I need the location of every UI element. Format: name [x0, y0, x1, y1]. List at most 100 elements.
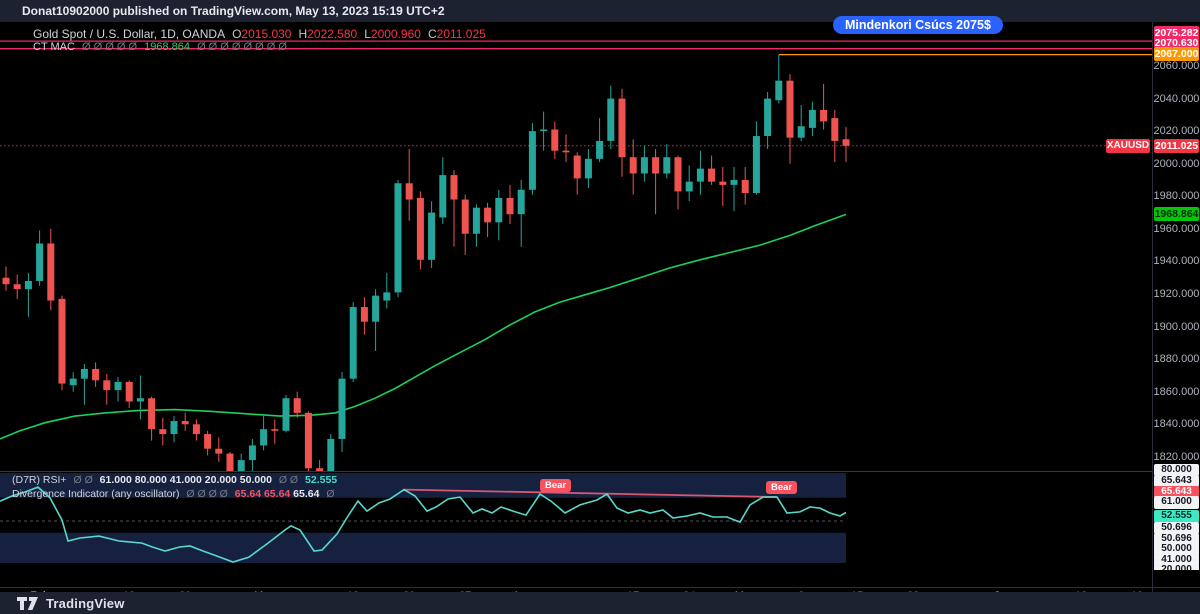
price-label-badge: 2011.025	[1154, 139, 1199, 153]
symbol-price-chip: XAUUSD	[1106, 139, 1150, 153]
price-scale-border	[1152, 22, 1153, 592]
divergence-legend-row[interactable]: Divergence Indicator (any oscillator) Ø …	[12, 488, 339, 500]
candle-body	[596, 140, 604, 159]
candle-body	[383, 292, 391, 301]
candle-body	[237, 460, 245, 471]
candle-body	[640, 157, 648, 174]
candle-body	[271, 429, 279, 431]
rsi-band	[0, 532, 846, 563]
divergence-params-hidden-2: Ø	[326, 488, 335, 500]
candle-body	[820, 109, 828, 122]
price-axis-label: 2060.000	[1153, 60, 1200, 72]
rsi-scale-label: 50.696	[1154, 532, 1199, 546]
price-chart-svg[interactable]	[0, 22, 1152, 592]
candle-body	[316, 468, 324, 471]
candle-body	[394, 183, 402, 293]
candle-body	[159, 429, 167, 435]
ma-indicator-legend-row[interactable]: CT MAC Ø Ø Ø Ø Ø 1968.864 Ø Ø Ø Ø Ø Ø Ø …	[33, 41, 291, 53]
price-axis-label: 1860.000	[1153, 385, 1200, 398]
rsi-scale-label: 41.000	[1154, 553, 1199, 567]
high-label: H	[298, 27, 308, 41]
candle-body	[148, 398, 156, 430]
candle-body	[416, 197, 424, 260]
candle-body	[764, 98, 772, 137]
candle-body	[282, 398, 290, 431]
candle-body	[551, 129, 559, 151]
candle-body	[192, 424, 200, 435]
rsi-scale-label: 20.000	[1154, 564, 1199, 570]
divergence-indicator-name: Divergence Indicator (any oscillator)	[12, 488, 180, 500]
symbol-title: Gold Spot / U.S. Dollar, 1D, OANDA	[33, 27, 226, 41]
candle-body	[752, 136, 760, 194]
open-label: O	[232, 27, 242, 41]
candle-body	[103, 380, 111, 391]
candle-body	[114, 381, 122, 391]
candle-body	[439, 175, 447, 218]
candle-body	[685, 181, 693, 192]
rsi-scale-label: 80.000	[1154, 463, 1199, 477]
ma-indicator-name: CT MAC	[33, 41, 75, 53]
candle-body	[775, 80, 783, 101]
candle-body	[349, 307, 357, 379]
ma-params-hidden-2: Ø Ø Ø Ø Ø Ø Ø Ø	[197, 41, 287, 53]
candle-body	[69, 378, 77, 386]
moving-average-line[interactable]	[0, 213, 847, 440]
candle-body	[674, 157, 682, 192]
ma-indicator-value: 1968.864	[144, 41, 190, 53]
candle-body	[450, 175, 458, 200]
candle-body	[797, 126, 805, 138]
price-axis-label: 1940.000	[1153, 255, 1200, 268]
candle-body	[495, 197, 503, 223]
bearish-divergence-line[interactable]	[403, 488, 778, 498]
candle-body	[461, 199, 469, 234]
symbol-legend-row[interactable]: Gold Spot / U.S. Dollar, 1D, OANDA O2015.…	[33, 27, 486, 41]
price-axis-label: 1840.000	[1153, 418, 1200, 431]
candle-body	[786, 80, 794, 138]
candle-body	[652, 157, 660, 174]
candle-body	[405, 183, 413, 200]
divergence-value-1: 65.64	[234, 488, 262, 500]
rsi-scale-label: 61.000	[1154, 496, 1199, 509]
rsi-line[interactable]	[0, 486, 847, 563]
low-value: 2000.960	[370, 27, 421, 41]
candle-body	[696, 168, 704, 182]
rsi-scale-label: 50.000	[1154, 543, 1199, 556]
candle-body	[360, 307, 368, 322]
candle-body	[506, 197, 514, 215]
rsi-legend-row[interactable]: (D7R) RSI+ Ø Ø 61.000 80.000 41.000 20.0…	[12, 474, 337, 486]
candle-body	[327, 438, 335, 471]
candle-body	[36, 243, 44, 281]
rsi-current-value: 52.555	[305, 474, 338, 486]
rsi-band	[0, 473, 846, 498]
low-label: L	[364, 27, 371, 41]
candle-body	[562, 150, 570, 153]
price-axis-label: 2000.000	[1153, 157, 1200, 170]
price-axis-label: 2040.000	[1153, 92, 1200, 105]
candle-body	[663, 157, 671, 174]
divergence-params-hidden: Ø Ø Ø Ø	[186, 488, 228, 500]
attribution-text: Donat10902000 published on TradingView.c…	[22, 4, 445, 18]
candle-body	[719, 181, 727, 185]
candle-body	[730, 180, 738, 185]
candle-body	[215, 448, 223, 454]
tradingview-brand-text[interactable]: TradingView	[46, 595, 125, 611]
price-label-badge: 2067.000	[1154, 47, 1199, 61]
candle-body	[517, 189, 525, 215]
tradingview-logo-icon[interactable]	[16, 595, 40, 611]
bear-divergence-flag: Bear	[540, 479, 572, 492]
candle-body	[260, 429, 268, 446]
price-axis[interactable]: 2060.000 2040.000 2020.000 2000.000 1980.000…	[1153, 22, 1200, 570]
candle-body	[92, 368, 100, 381]
candle-body	[629, 157, 637, 174]
candle-body	[842, 139, 850, 146]
candlestick-series[interactable]	[2, 54, 850, 483]
candle-body	[741, 180, 749, 194]
candle-body	[528, 131, 536, 190]
candle-body	[136, 398, 144, 402]
candle-body	[607, 98, 615, 141]
divergence-value-2: 65.64	[263, 488, 291, 500]
candle-body	[226, 453, 234, 471]
candle-body	[338, 378, 346, 439]
anchored-note-badge[interactable]: Mindenkori Csúcs 2075$	[833, 16, 1003, 34]
close-label: C	[427, 27, 437, 41]
